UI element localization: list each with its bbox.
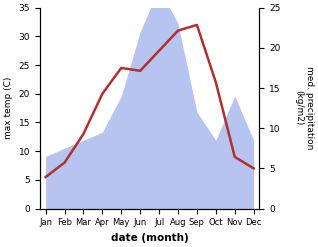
X-axis label: date (month): date (month)	[111, 233, 189, 243]
Y-axis label: max temp (C): max temp (C)	[4, 77, 13, 139]
Y-axis label: med. precipitation
(kg/m2): med. precipitation (kg/m2)	[294, 66, 314, 150]
